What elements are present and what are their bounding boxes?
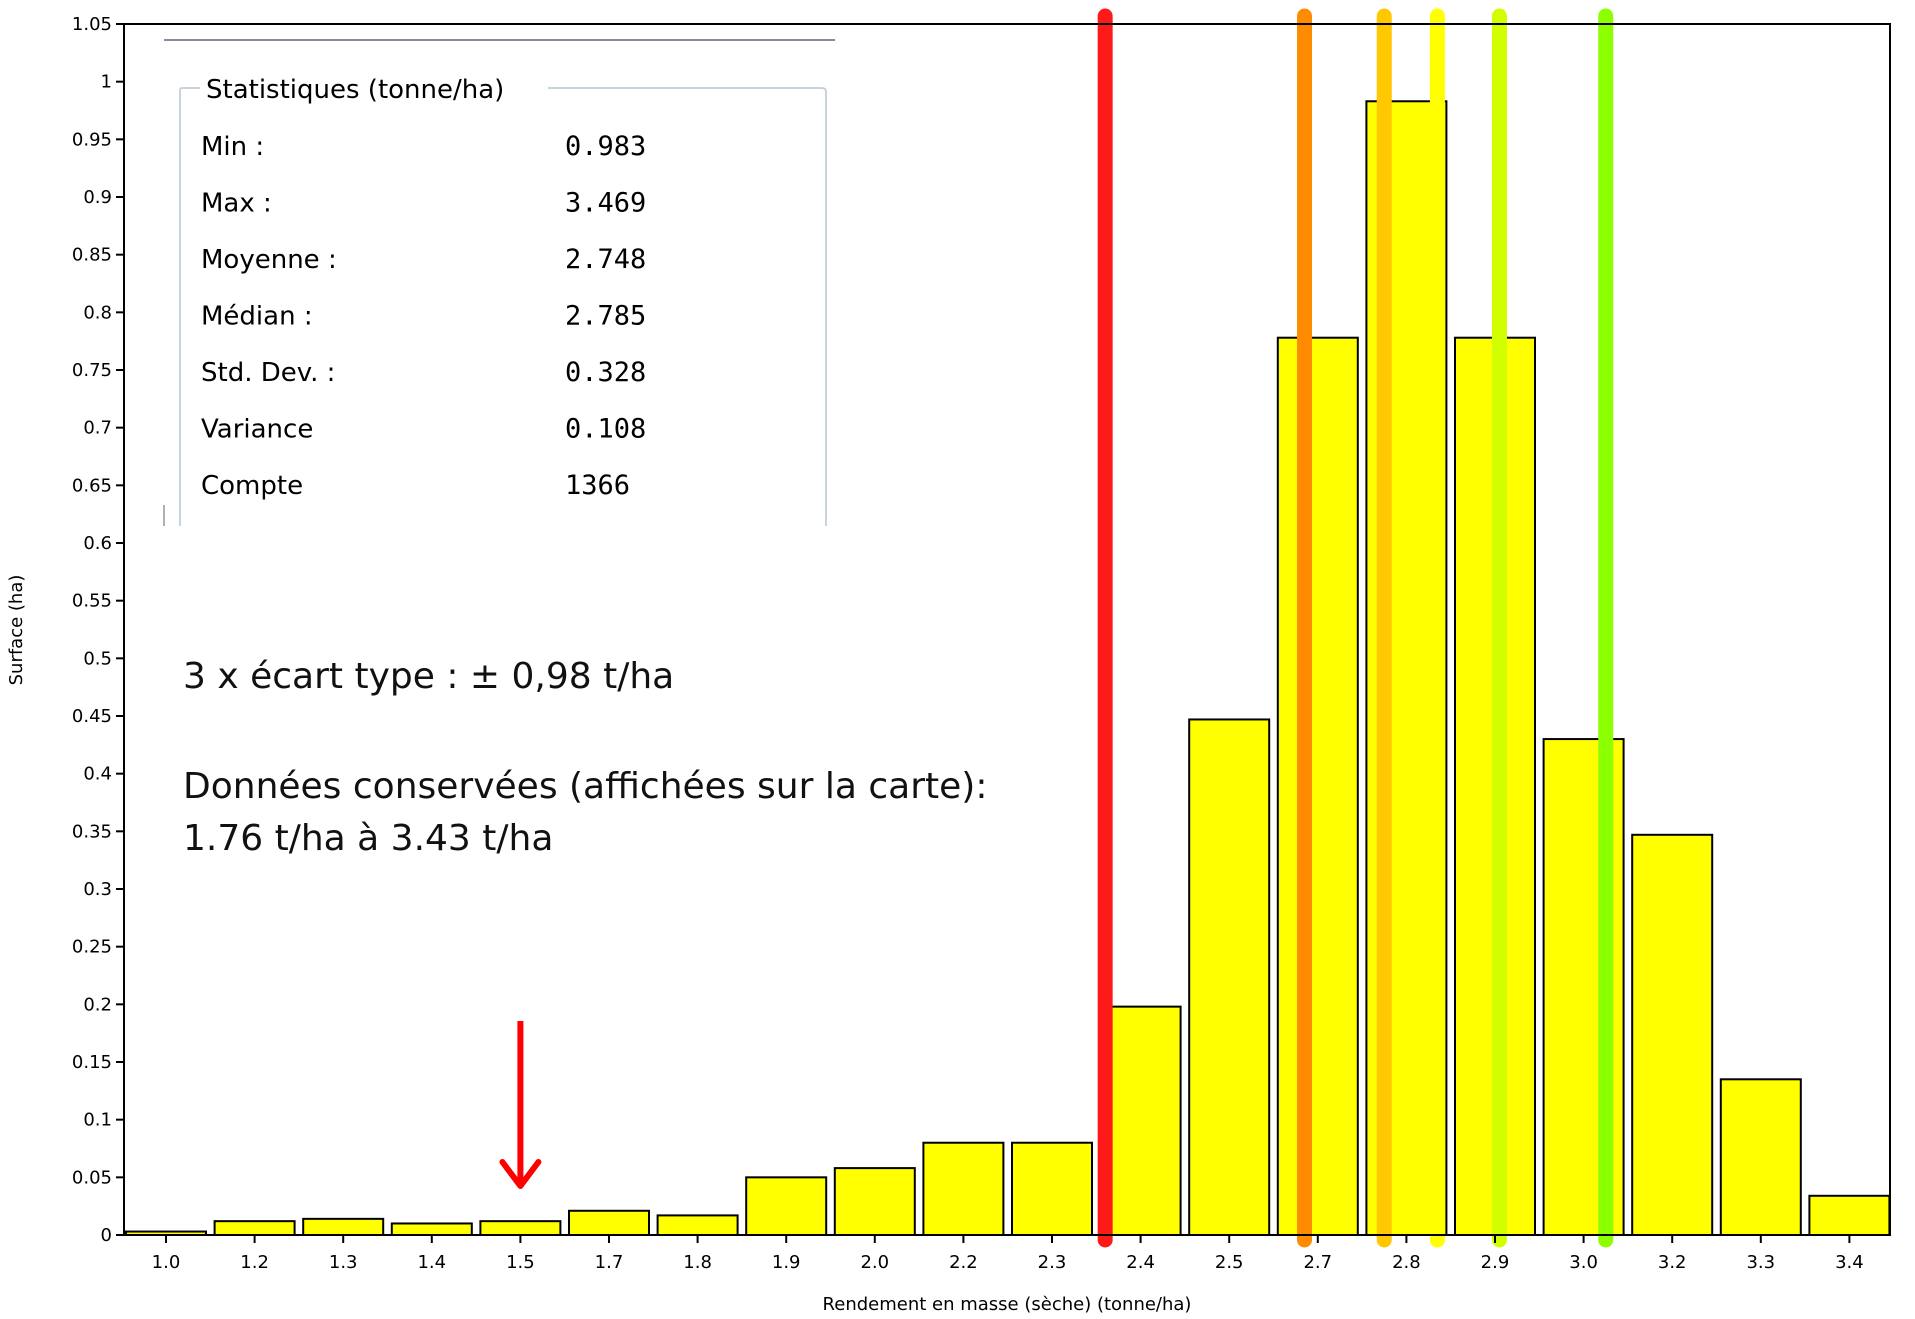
x-tick-label: 1.3 (329, 1252, 358, 1273)
stats-row-label: Std. Dev. : (201, 358, 335, 388)
x-tick-label: 3.3 (1746, 1252, 1775, 1273)
stats-row-label: Variance (201, 415, 313, 445)
cutoff-arrows (499, 1021, 542, 1189)
stats-row-label: Médian : (201, 302, 313, 332)
x-tick-label: 2.8 (1392, 1252, 1421, 1273)
y-tick-label: 0.4 (83, 764, 112, 785)
y-axis-label: Surface (ha) (6, 575, 27, 686)
y-tick-label: 0.05 (72, 1167, 112, 1188)
x-tick-label: 3.0 (1569, 1252, 1598, 1273)
stats-row-value: 0.108 (565, 414, 646, 445)
histogram-bar (1011, 1141, 1093, 1236)
x-tick-label: 1.5 (506, 1252, 535, 1273)
x-axis: 1.0 1.2 1.3 1.4 1.5 1.7 1.8 1.9 2.0 2.2 2.3 2.4 2.5 2… (152, 1235, 1864, 1273)
x-tick-label: 1.9 (772, 1252, 801, 1273)
y-tick-label: 0.25 (72, 937, 112, 958)
stats-rows: Min : 0.983 Max : 3.469 Moyenne : 2.748 Médian… (201, 131, 646, 501)
stats-title: Statistiques (tonne/ha) (206, 75, 504, 105)
x-tick-label: 2.0 (860, 1252, 889, 1273)
histogram-bar (656, 1214, 739, 1236)
y-tick-label: 0.8 (83, 302, 112, 323)
x-tick-label: 2.9 (1481, 1252, 1510, 1273)
stats-row-label: Max : (201, 189, 272, 219)
histogram-bar (745, 1176, 828, 1237)
y-tick-label: 0.3 (83, 879, 112, 900)
histogram-bar (1188, 718, 1271, 1236)
stats-row-value: 1366 (565, 470, 630, 501)
x-tick-label: 2.2 (949, 1252, 978, 1273)
y-tick-label: 0.65 (72, 475, 112, 496)
note-sd-range: 3 x écart type : ± 0,98 t/ha (183, 656, 674, 697)
histogram-bar (922, 1141, 1005, 1236)
stats-groupbox-border (179, 87, 827, 526)
histogram-bar (1099, 1005, 1182, 1237)
x-tick-label: 2.4 (1126, 1252, 1155, 1273)
y-tick-label: 0.45 (72, 706, 112, 727)
plot-frame (123, 23, 1891, 1236)
x-tick-label: 1.8 (683, 1252, 712, 1273)
histogram-bar (390, 1222, 473, 1237)
y-tick-label: 0.1 (83, 1110, 112, 1131)
histogram-bar (213, 1220, 296, 1237)
histogram-bar (1808, 1194, 1891, 1236)
y-axis: 0 0.05 0.1 0.15 0.2 0.25 0.3 0.35 0.4 0.45 0.5 0.55… (72, 14, 124, 1246)
x-tick-label: 1.2 (240, 1252, 269, 1273)
histogram-bar (302, 1217, 385, 1237)
histogram-bar (479, 1220, 562, 1237)
x-tick-label: 1.4 (417, 1252, 446, 1273)
y-tick-label: 0.35 (72, 821, 112, 842)
y-tick-label: 1.05 (72, 14, 112, 35)
histogram-bar (1719, 1078, 1802, 1237)
y-tick-label: 0.15 (72, 1052, 112, 1073)
stats-row-value: 0.983 (565, 131, 646, 162)
x-tick-label: 2.3 (1038, 1252, 1067, 1273)
histogram-bar (1631, 833, 1714, 1236)
histogram-bar (1276, 336, 1359, 1236)
cutoff-arrow (499, 1021, 542, 1189)
x-tick-label: 3.4 (1835, 1252, 1864, 1273)
y-tick-label: 0.6 (83, 533, 112, 554)
x-tick-label: 1.0 (152, 1252, 181, 1273)
stats-row-label: Compte (201, 471, 303, 501)
stats-row-value: 0.328 (565, 357, 646, 388)
x-tick-label: 2.5 (1215, 1252, 1244, 1273)
y-tick-label: 0.75 (72, 360, 112, 381)
y-tick-label: 0.55 (72, 591, 112, 612)
note-kept-data: Données conservées (affichées sur la car… (183, 766, 987, 807)
y-tick-label: 0 (101, 1225, 112, 1246)
stats-row-label: Moyenne : (201, 245, 337, 275)
y-tick-label: 0.95 (72, 129, 112, 150)
y-tick-label: 0.7 (83, 418, 112, 439)
stats-row-value: 3.469 (565, 188, 646, 219)
x-axis-label: Rendement en masse (sèche) (tonne/ha) (823, 1294, 1192, 1315)
y-tick-label: 0.5 (83, 648, 112, 669)
histogram-bar (833, 1167, 916, 1237)
stats-panel: Statistiques (tonne/ha) Min : 0.983 Max : 3… (162, 39, 837, 526)
x-tick-label: 2.7 (1303, 1252, 1332, 1273)
y-tick-label: 0.9 (83, 187, 112, 208)
note-kept-range: 1.76 t/ha à 3.43 t/ha (183, 818, 553, 859)
class-break-lines (1097, 8, 1614, 1248)
y-tick-label: 0.2 (83, 994, 112, 1015)
y-tick-label: 1 (101, 72, 112, 93)
y-tick-label: 0.85 (72, 245, 112, 266)
x-tick-label: 3.2 (1658, 1252, 1687, 1273)
stats-row-label: Min : (201, 132, 264, 162)
stats-row-value: 2.748 (565, 244, 646, 275)
x-tick-label: 1.7 (595, 1252, 624, 1273)
histogram-bar (568, 1209, 650, 1237)
stats-row-value: 2.785 (565, 301, 646, 332)
stats-panel-background (162, 40, 837, 526)
